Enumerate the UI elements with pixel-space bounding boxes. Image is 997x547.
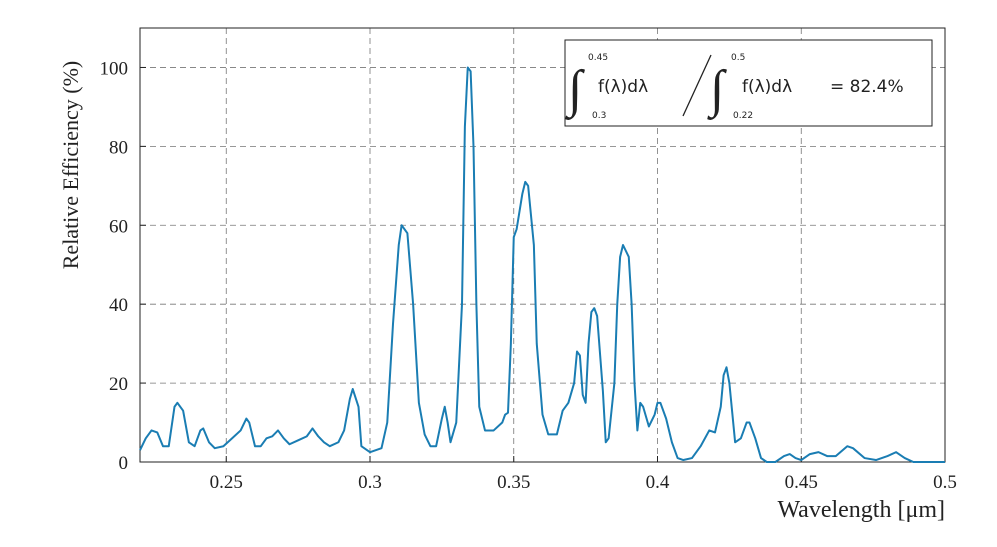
lower-limit: 0.3 (592, 111, 606, 121)
fraction-slash (682, 54, 712, 117)
annotation: ∫ 0.45 0.3 f(λ)dλ ∫ 0.5 0.22 f(λ)dλ = 82… (564, 39, 933, 127)
lower-limit: 0.22 (733, 111, 753, 121)
x-tick-label: 0.45 (785, 472, 818, 493)
x-tick-label: 0.3 (358, 472, 382, 493)
y-tick-label: 80 (109, 137, 128, 158)
upper-limit: 0.45 (588, 53, 608, 63)
annotation-box (564, 39, 933, 127)
x-tick-label: 0.4 (646, 472, 670, 493)
x-tick-label: 0.35 (497, 472, 530, 493)
integral-sign: ∫ (565, 61, 585, 120)
plot-frame (139, 27, 946, 463)
data-line (139, 66, 945, 463)
result: = 82.4% (830, 77, 904, 97)
integral-sign: ∫ (707, 61, 727, 120)
integrand: f(λ)dλ (598, 77, 648, 97)
y-tick-label: 100 (100, 58, 129, 79)
y-tick-label: 60 (109, 216, 128, 237)
integrand: f(λ)dλ (742, 77, 792, 97)
x-tick-label: 0.5 (933, 472, 957, 493)
y-axis-label: Relative Efficiency (%) (58, 61, 83, 270)
y-tick-label: 0 (119, 453, 129, 474)
y-tick-label: 20 (109, 374, 128, 395)
upper-limit: 0.5 (731, 53, 745, 63)
y-tick-label: 40 (109, 295, 128, 316)
x-tick-label: 0.25 (210, 472, 243, 493)
x-axis-label: Wavelength [μm] (777, 497, 945, 523)
